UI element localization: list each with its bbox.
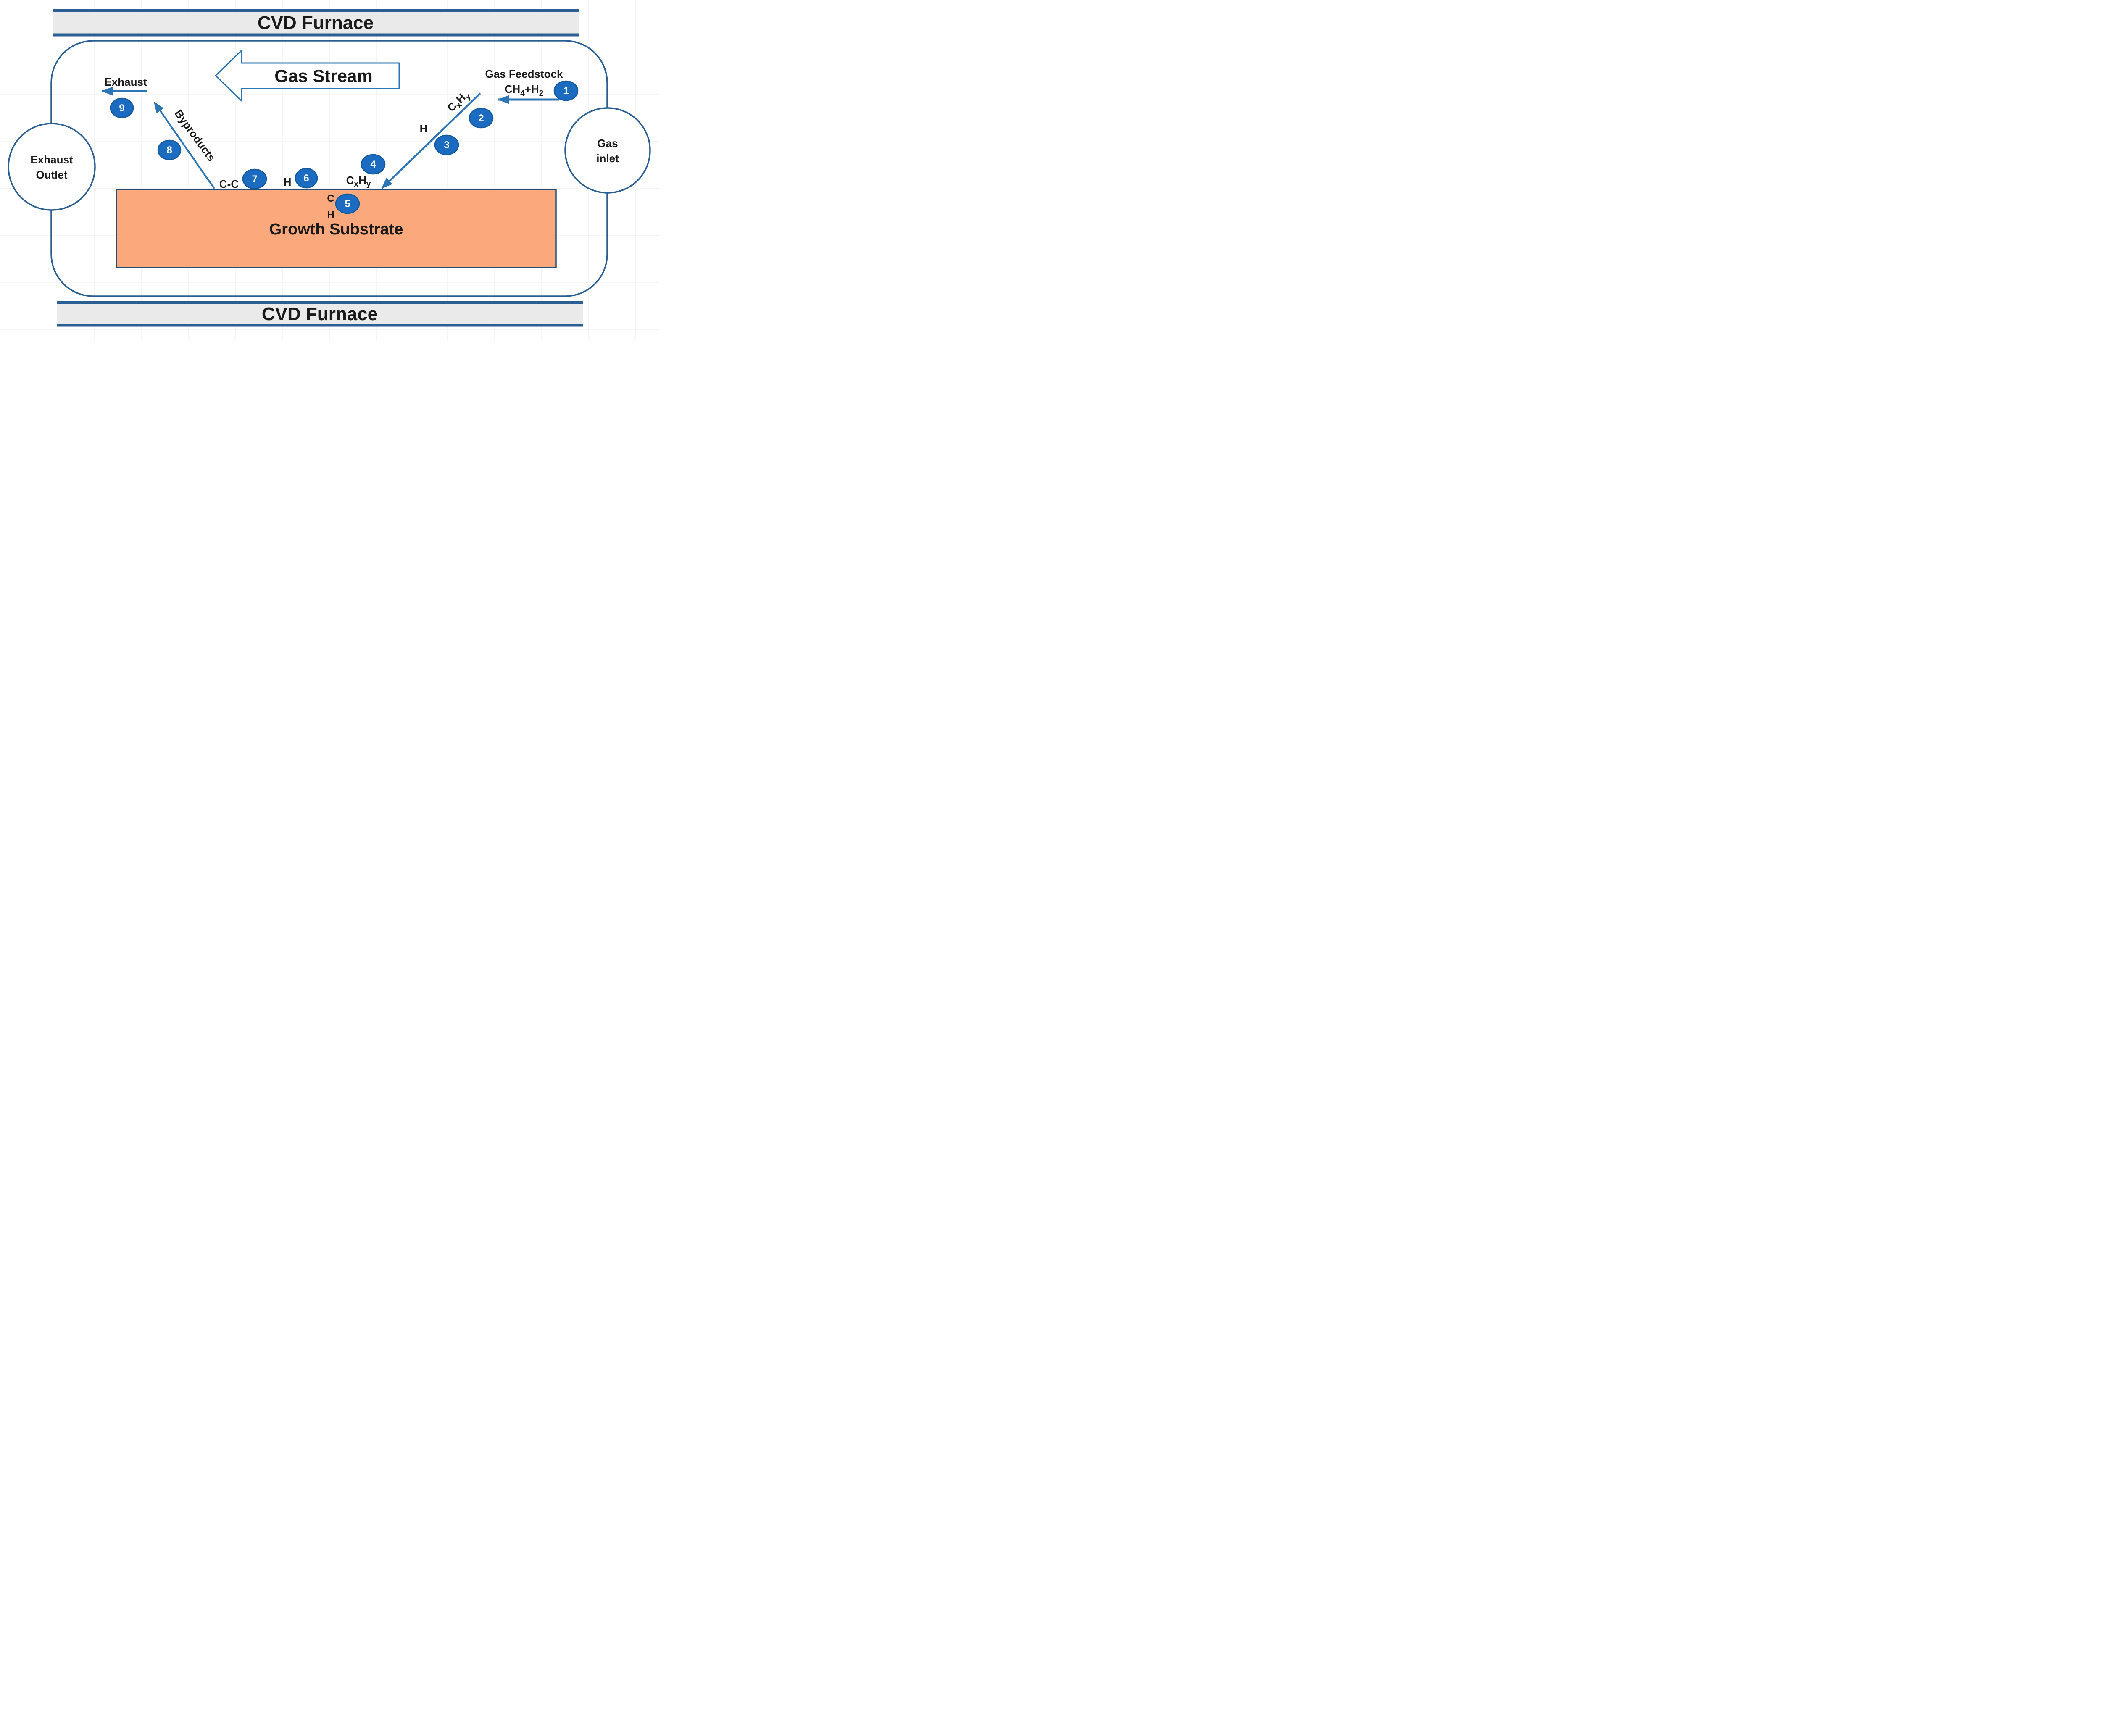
- step-circle-4: 4: [361, 154, 386, 175]
- step-circle-3: 3: [434, 134, 459, 155]
- furnace-bottom-label: CVD Furnace: [262, 304, 378, 324]
- hydrogen-gas-label: H: [420, 122, 428, 135]
- furnace-top-label: CVD Furnace: [258, 13, 374, 33]
- gas-feedstock-label: Gas Feedstock: [485, 68, 563, 80]
- gas-stream-arrow: [215, 50, 400, 102]
- cxhy-gas-label: CxHy: [445, 88, 473, 116]
- step-6-number: 6: [303, 173, 309, 184]
- furnace-bottom-bar-body: [57, 301, 583, 326]
- furnace-bottom-bar: CVD Furnace: [57, 301, 583, 327]
- gas-inlet-label-line2: inlet: [596, 152, 619, 165]
- step-7-number: 7: [252, 174, 257, 185]
- step-3-number: 3: [444, 139, 449, 151]
- step-3-ellipse: [434, 134, 459, 155]
- gas-to-substrate-arrow: [381, 92, 481, 189]
- step-9-number: 9: [119, 103, 124, 114]
- gas-inlet-port: Gas inlet: [564, 107, 651, 194]
- step-circle-6: 6: [295, 168, 318, 189]
- exhaust-outlet-label-line1: Exhaust: [30, 153, 73, 166]
- furnace-top-bar: CVD Furnace: [53, 9, 579, 37]
- step-5-number: 5: [345, 198, 350, 210]
- step-5-ellipse: [335, 193, 360, 214]
- gas-inlet-label-line1: Gas: [597, 137, 618, 150]
- step-circle-9: 9: [110, 97, 134, 118]
- exhaust-label: Exhaust: [104, 76, 147, 88]
- step-circle-1: 1: [553, 80, 579, 101]
- byproducts-arrow: [153, 101, 215, 189]
- step-circle-7: 7: [242, 168, 267, 189]
- furnace-top-bar-body: [53, 9, 579, 36]
- carbon-on-substrate-label: C: [327, 193, 334, 204]
- step-1-ellipse: [553, 80, 579, 101]
- step-6-ellipse: [295, 168, 318, 189]
- step-circle-5: 5: [335, 193, 360, 214]
- step-2-number: 2: [478, 113, 484, 124]
- hydrogen-surface-label: H: [284, 176, 292, 188]
- step-circle-2: 2: [469, 108, 494, 129]
- step-circle-8: 8: [157, 139, 182, 160]
- exhaust-outlet-label-line2: Outlet: [36, 168, 67, 181]
- step-9-ellipse: [110, 97, 134, 118]
- step-8-number: 8: [166, 145, 172, 156]
- gas-stream-label: Gas Stream: [274, 66, 372, 86]
- growth-substrate-label: Growth Substrate: [269, 221, 403, 238]
- exhaust-outlet-circle: [8, 123, 96, 211]
- cxhy-surface-label: CxHy: [346, 174, 371, 189]
- cvd-diagram-canvas: CVD Furnace Gas Stream Growth Substrate …: [8, 9, 651, 327]
- step-4-number: 4: [370, 159, 376, 170]
- exhaust-outlet-port: Exhaust Outlet: [8, 123, 96, 211]
- gas-feedstock-formula: CH4+H2: [505, 83, 544, 98]
- hydrogen-on-substrate-label: H: [327, 209, 334, 221]
- step-2-ellipse: [469, 108, 494, 129]
- carbon-carbon-label: C-C: [219, 178, 239, 190]
- step-4-ellipse: [361, 154, 386, 175]
- gas-stream: Gas Stream: [215, 50, 400, 102]
- step-8-ellipse: [157, 139, 182, 160]
- cvd-diagram: CVD Furnace Gas Stream Growth Substrate …: [0, 0, 659, 341]
- step-1-number: 1: [563, 85, 569, 97]
- step-7-ellipse: [242, 168, 267, 189]
- gas-inlet-circle: [564, 107, 651, 194]
